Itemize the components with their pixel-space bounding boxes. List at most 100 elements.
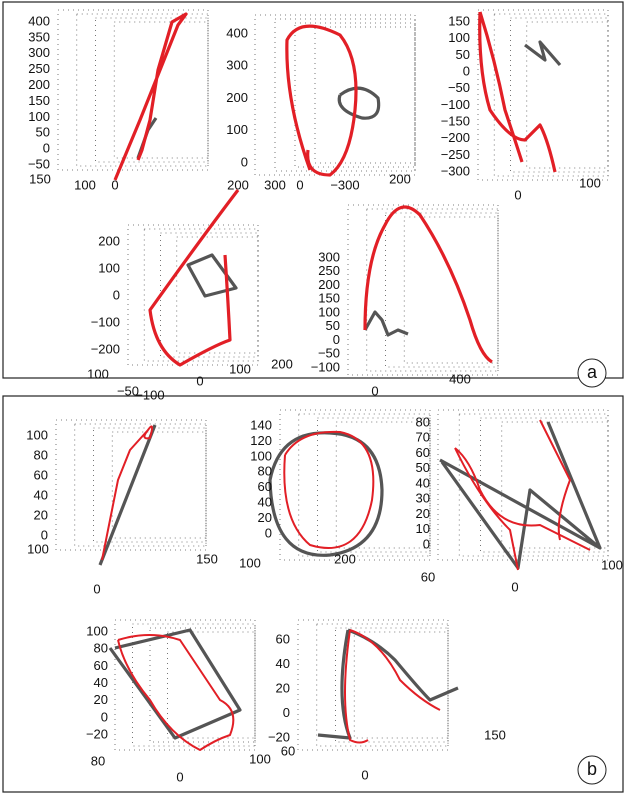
z-tick-label: 100: [318, 304, 340, 319]
z-tick-label: −200: [91, 341, 120, 356]
measured-trajectory: [113, 12, 188, 181]
panel-label: a: [587, 362, 598, 382]
axis-tick-label: 0: [176, 769, 183, 784]
z-tick-label: 200: [226, 90, 248, 105]
panel-label-circle: [577, 755, 607, 785]
z-tick-label: −20: [268, 729, 290, 744]
axis-tick-label: 150: [29, 171, 51, 186]
z-tick-label: 200: [98, 233, 120, 248]
z-tick-label: 100: [250, 448, 272, 463]
z-tick-label: 0: [101, 709, 108, 724]
axis-tick-label: 300: [264, 177, 286, 192]
measured-trajectory: [117, 634, 235, 751]
measured-trajectory: [148, 189, 240, 367]
axis-tick-label: 60: [421, 569, 435, 584]
panel-frame: [2, 1, 624, 379]
z-tick-label: 60: [276, 631, 290, 646]
z-tick-label: 60: [34, 467, 48, 482]
axis-tick-label: 100: [239, 555, 261, 570]
z-tick-label: 80: [34, 447, 48, 462]
dotted-grid: [526, 21, 609, 169]
axis-tick-label: 80: [91, 753, 105, 768]
measured-trajectory: [101, 425, 154, 561]
z-tick-label: 40: [258, 495, 272, 510]
z-tick-label: 0: [423, 536, 430, 551]
axis-tick-label: 200: [389, 171, 411, 186]
z-tick-label: 200: [318, 277, 340, 292]
panel-label-circle: [577, 358, 607, 388]
axis-tick-label: −100: [135, 387, 164, 402]
dotted-grid: [55, 419, 207, 551]
z-tick-label: 50: [326, 318, 340, 333]
axis-tick-label: 200: [271, 356, 293, 371]
z-tick-label: 0: [43, 141, 50, 156]
z-tick-label: 0: [283, 705, 290, 720]
z-tick-label: 40: [416, 475, 430, 490]
z-tick-label: 0: [265, 525, 272, 540]
z-tick-label: 80: [258, 464, 272, 479]
axis-tick-label: 150: [484, 727, 506, 742]
reference-trajectory: [268, 431, 384, 557]
axis-tick-label: 100: [229, 361, 251, 376]
reference-trajectory: [98, 424, 157, 566]
axis-tick-label: 0: [196, 373, 203, 388]
z-tick-label: 50: [456, 47, 470, 62]
axis-tick-label: 100: [74, 177, 96, 192]
measured-trajectory: [478, 11, 557, 173]
z-tick-label: 10: [416, 521, 430, 536]
z-tick-label: 250: [28, 61, 50, 76]
z-tick-label: 70: [416, 430, 430, 445]
z-tick-label: 60: [94, 658, 108, 673]
z-tick-label: 350: [28, 29, 50, 44]
axis-tick-label: −50: [117, 383, 139, 398]
z-tick-label: 120: [250, 433, 272, 448]
dotted-grid: [437, 409, 609, 561]
z-tick-label: 40: [276, 656, 290, 671]
z-tick-label: 300: [28, 45, 50, 60]
axis-tick-label: 200: [334, 551, 356, 566]
z-tick-label: 40: [34, 487, 48, 502]
z-tick-label: 60: [416, 445, 430, 460]
panel-label: b: [587, 759, 597, 779]
dotted-grid: [167, 631, 256, 739]
z-tick-label: −100: [441, 97, 470, 112]
z-tick-label: −20: [86, 726, 108, 741]
dotted-grid: [347, 204, 499, 376]
axis-tick-label: 0: [514, 187, 521, 202]
dotted-grid: [294, 22, 416, 168]
measured-trajectory: [363, 205, 493, 364]
dotted-grid: [477, 9, 609, 181]
dotted-grid: [254, 14, 416, 176]
z-tick-label: 30: [416, 491, 430, 506]
z-tick-label: −100: [91, 314, 120, 329]
dotted-grid: [510, 17, 609, 173]
z-tick-label: −100: [311, 359, 340, 374]
z-tick-label: 20: [34, 507, 48, 522]
z-tick-label: 300: [226, 58, 248, 73]
z-tick-label: 100: [98, 260, 120, 275]
axis-tick-label: 400: [449, 371, 471, 386]
reference-trajectory: [337, 86, 381, 120]
z-tick-label: 0: [113, 287, 120, 302]
reference-trajectory: [186, 253, 238, 298]
z-tick-label: 400: [28, 13, 50, 28]
axis-tick-label: 100: [87, 366, 109, 381]
measured-trajectory: [344, 629, 441, 744]
z-tick-label: 200: [28, 77, 50, 92]
dotted-grid: [143, 228, 259, 362]
dotted-grid: [127, 224, 259, 366]
axis-tick-label: 0: [93, 581, 100, 596]
z-tick-label: −150: [441, 113, 470, 128]
dotted-grid: [74, 423, 207, 547]
reference-trajectory: [363, 310, 409, 337]
measured-trajectory: [285, 24, 358, 177]
z-tick-label: −300: [441, 163, 470, 178]
axis-tick-label: 0: [371, 383, 378, 398]
subplot: 100 80 60 40 20 0 −20 80 0 100: [86, 619, 271, 784]
measured-trajectory: [283, 430, 375, 549]
dotted-grid: [480, 417, 609, 553]
axis-tick-label: 100: [579, 175, 601, 190]
